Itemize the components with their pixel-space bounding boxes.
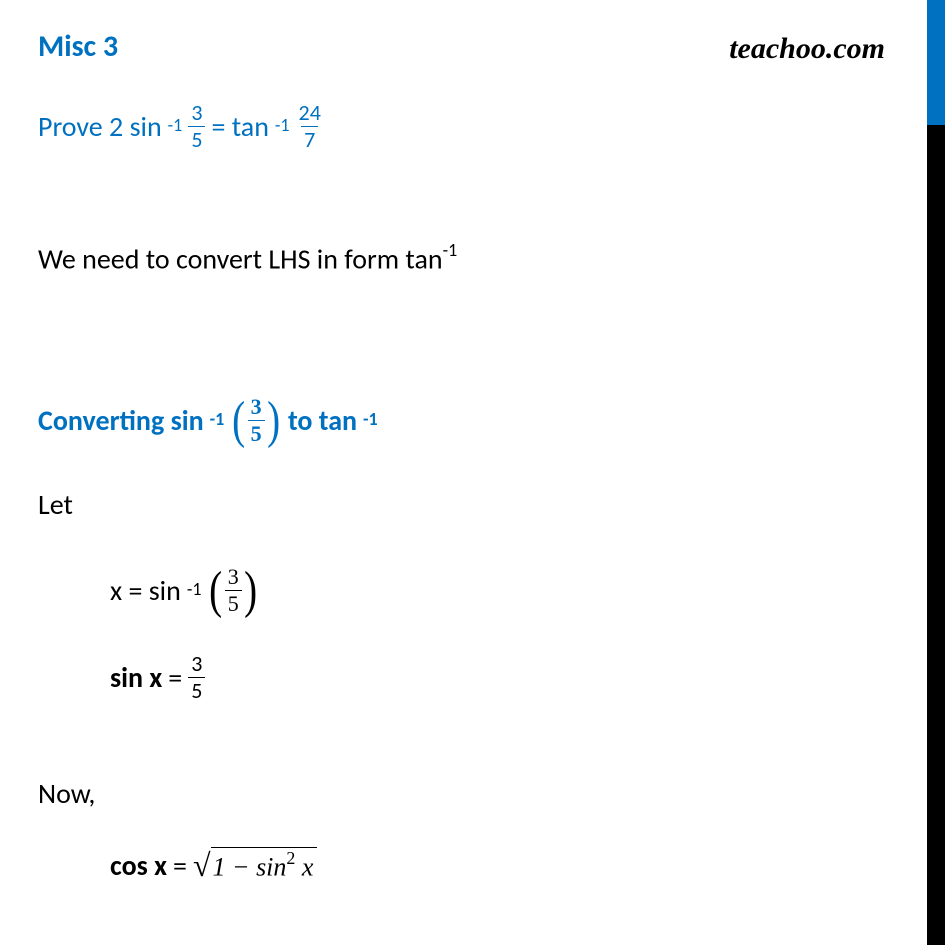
convert-heading: Converting sin -1 ( 3 5 ) to tan -1	[38, 396, 905, 445]
convert-frac: 3 5	[248, 396, 265, 445]
convert-prefix: Converting sin	[38, 403, 204, 438]
eq1-sup: -1	[187, 578, 202, 600]
sqrt-body: 1 − sin2 x	[211, 847, 318, 883]
side-accent-bar-blue	[927, 0, 945, 125]
eq2-lhs: sin x	[110, 660, 162, 695]
frac-den: 5	[225, 590, 242, 615]
left-paren-icon: (	[232, 400, 245, 442]
eq1-paren: ( 3 5 )	[207, 566, 259, 615]
page-title: Misc 3	[38, 28, 118, 65]
convert-paren: ( 3 5 )	[230, 396, 282, 445]
eq1-frac: 3 5	[225, 566, 242, 615]
frac-num: 3	[225, 566, 242, 590]
prove-frac1: 3 5	[188, 102, 205, 151]
convert-suffix: to tan	[288, 403, 357, 438]
convert-sup1: -1	[210, 408, 225, 430]
convert-sup2: -1	[363, 408, 378, 430]
sqrt-part1: 1 −	[213, 853, 257, 882]
eq-sinx: sin x = 3 5	[110, 653, 905, 702]
prove-frac2: 24 7	[296, 102, 324, 151]
prove-eq: = tan	[211, 109, 268, 144]
header-row: Misc 3 teachoo.com	[38, 28, 905, 66]
frac-den: 5	[188, 126, 205, 151]
sqrt-expression: √ 1 − sin2 x	[193, 847, 318, 883]
sqrt-sup: 2	[286, 848, 295, 868]
frac-den: 5	[248, 420, 265, 445]
frac-den: 5	[188, 677, 205, 702]
sqrt-icon: √	[193, 849, 211, 881]
frac-den: 7	[301, 126, 318, 151]
eq-x-equals: x = sin -1 ( 3 5 )	[110, 566, 905, 615]
frac-num: 24	[296, 102, 324, 126]
right-paren-icon: )	[244, 570, 257, 612]
left-paren-icon: (	[210, 570, 223, 612]
brand-watermark: teachoo.com	[729, 32, 885, 66]
body-text: We need to convert LHS in form tan	[38, 241, 443, 276]
eq3-eq: =	[173, 848, 187, 883]
prove-prefix: Prove 2 sin	[38, 109, 162, 144]
eq1-lhs: x = sin	[110, 573, 181, 608]
side-accent-bar-black	[927, 125, 945, 945]
sqrt-sin: sin	[256, 853, 286, 882]
eq2-frac: 3 5	[188, 653, 205, 702]
eq3-lhs: cos x	[110, 848, 167, 883]
eq-cosx: cos x = √ 1 − sin2 x	[110, 847, 905, 883]
body-sup: -1	[443, 239, 458, 261]
page-content: Misc 3 teachoo.com Prove 2 sin -1 3 5 = t…	[0, 0, 945, 883]
prove-sup1: -1	[168, 114, 183, 136]
prove-statement: Prove 2 sin -1 3 5 = tan -1 24 7	[38, 102, 905, 151]
prove-sup2: -1	[275, 114, 290, 136]
let-line: Let	[38, 487, 905, 522]
sqrt-x: x	[295, 853, 313, 882]
frac-num: 3	[248, 396, 265, 420]
frac-num: 3	[188, 653, 205, 677]
frac-num: 3	[188, 102, 205, 126]
right-paren-icon: )	[267, 400, 280, 442]
now-line: Now,	[38, 776, 905, 811]
body-explanation: We need to convert LHS in form tan-1	[38, 241, 905, 276]
eq2-eq: =	[168, 660, 182, 695]
